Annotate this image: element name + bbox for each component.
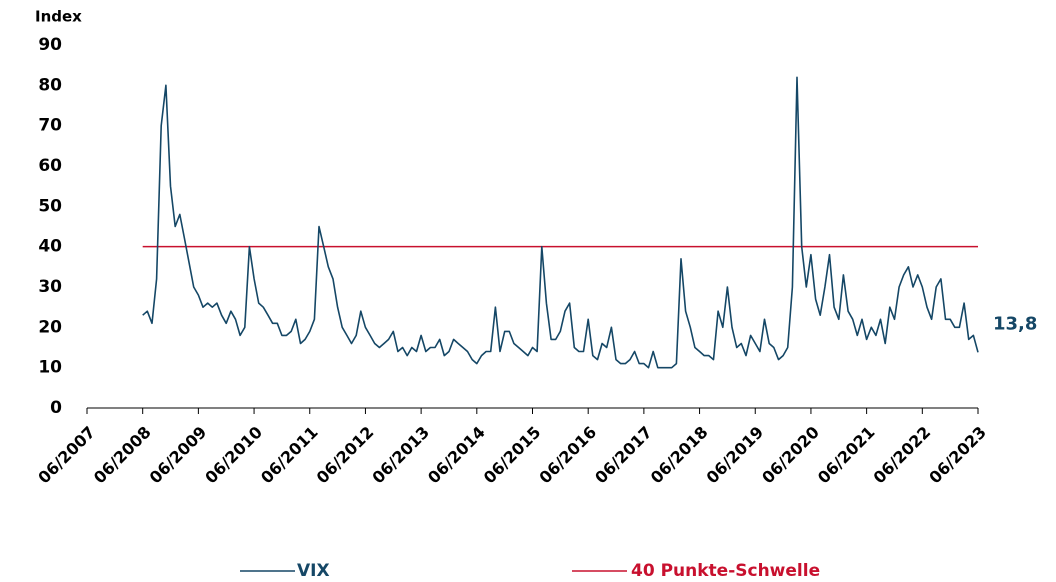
y-tick-label: 20 [38, 317, 62, 337]
x-tick-label: 06/2011 [257, 423, 322, 488]
y-tick-label: 10 [38, 358, 62, 378]
y-tick-label: 80 [38, 75, 62, 95]
series-line [142, 76, 979, 369]
x-tick-label: 06/2022 [870, 423, 935, 488]
x-tick-label: 06/2013 [368, 423, 433, 488]
legend-label: 40 Punkte-Schwelle [631, 561, 820, 581]
x-tick-label: 06/2012 [313, 423, 378, 488]
x-tick-label: 06/2020 [758, 423, 823, 488]
x-tick-label: 06/2016 [535, 423, 600, 488]
legend-label: VIX [297, 561, 330, 581]
x-tick-label: 06/2021 [814, 423, 879, 488]
y-axis-label: Index [35, 8, 82, 26]
x-tick-label: 06/2017 [591, 423, 656, 488]
x-tick-label: 06/2014 [424, 423, 489, 488]
y-tick-label: 30 [38, 277, 62, 297]
end-value-label: 13,8 [993, 313, 1037, 334]
x-tick-label: 06/2015 [480, 423, 545, 488]
y-tick-label: 70 [38, 116, 62, 136]
x-tick-label: 06/2023 [925, 423, 990, 488]
x-tick-label: 06/2018 [647, 423, 712, 488]
x-tick-label: 06/2010 [201, 423, 266, 488]
y-tick-label: 40 [38, 237, 62, 257]
y-tick-label: 0 [50, 398, 62, 418]
x-tick-label: 06/2007 [34, 423, 99, 488]
y-tick-label: 90 [38, 35, 62, 55]
x-tick-label: 06/2019 [702, 423, 767, 488]
x-tick-label: 06/2009 [146, 423, 211, 488]
y-tick-label: 60 [38, 156, 62, 176]
y-tick-label: 50 [38, 196, 62, 216]
x-tick-label: 06/2008 [90, 423, 155, 488]
